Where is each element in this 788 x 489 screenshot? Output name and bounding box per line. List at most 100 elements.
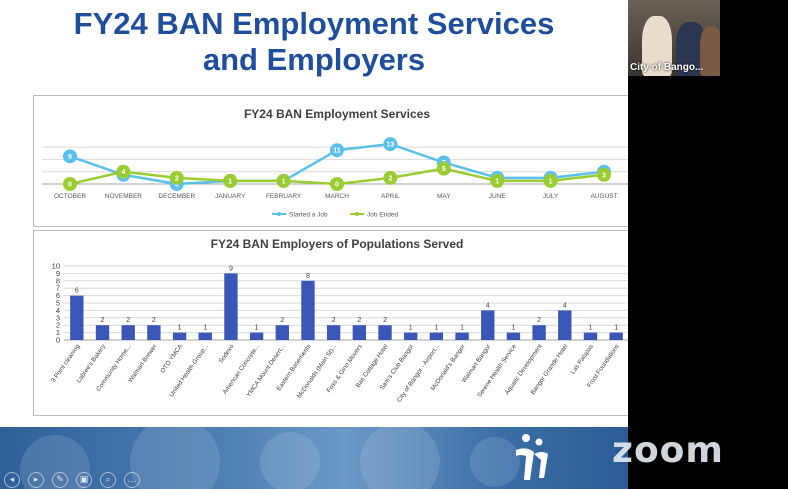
participant-name: City of Bango... (630, 62, 704, 73)
presentation-slide: FY24 BAN Employment Services and Employe… (0, 0, 628, 489)
data-label: 2 (537, 317, 541, 324)
slide-title-line-1: FY24 BAN Employment Services (73, 6, 555, 41)
y-tick-label: 3 (56, 313, 60, 322)
data-label: 0 (175, 182, 179, 189)
bar (609, 332, 623, 340)
data-label: 2 (175, 175, 179, 182)
data-point (276, 173, 291, 188)
bar (301, 280, 315, 340)
x-tick-label: DECEMBER (158, 193, 195, 200)
x-tick-label: OCTOBER (54, 193, 86, 200)
y-tick-label: 0 (56, 336, 60, 345)
slide-title: FY24 BAN Employment Services and Employe… (0, 6, 628, 78)
bar (95, 325, 110, 340)
data-label: 13 (387, 142, 395, 149)
bar (558, 310, 572, 340)
bar (506, 332, 521, 340)
x-tick-label: APRIL (381, 193, 400, 200)
employers-chart-svg: FY24 BAN Employers of Populations Served… (50, 237, 628, 404)
x-tick-label: Sodexo (218, 343, 236, 365)
y-tick-label: 7 (56, 284, 60, 293)
data-label: 1 (460, 325, 464, 332)
data-label: 1 (255, 325, 259, 332)
data-label: 1 (511, 325, 515, 332)
pen-icon[interactable]: ✎ (52, 472, 68, 488)
data-label: 0 (68, 182, 72, 189)
data-label: 1 (203, 325, 207, 332)
data-label: 3 (602, 172, 606, 179)
chart-title: FY24 BAN Employment Services (244, 107, 430, 121)
bar (224, 273, 238, 340)
data-label: 1 (409, 325, 413, 332)
y-tick-label: 2 (56, 321, 60, 330)
data-label: 1 (549, 178, 553, 185)
bar (70, 295, 84, 340)
data-point (116, 164, 131, 179)
data-point (63, 149, 77, 164)
x-tick-label: JUNE (489, 193, 507, 200)
data-label: 5 (442, 166, 446, 173)
next-icon[interactable]: ▸ (28, 472, 44, 488)
data-label: 1 (495, 178, 499, 185)
bar (404, 332, 418, 340)
data-label: 2 (357, 317, 361, 324)
data-point (490, 173, 505, 188)
legend-label: Started a Job (289, 212, 328, 219)
bar (378, 325, 392, 340)
data-label: 2 (332, 317, 336, 324)
data-point (597, 167, 611, 182)
legend-label: Job Ended (367, 212, 398, 219)
presentation-toolbar: ◂ ▸ ✎ ▣ ⌕ … (0, 470, 160, 489)
employment-services-chart-svg: FY24 BAN Employment Services OCTOBER NOVEM… (42, 107, 628, 219)
legend-marker (355, 212, 359, 216)
x-tick-label: MARCH (325, 193, 349, 200)
y-tick-label: 8 (56, 276, 60, 285)
bar (147, 325, 161, 340)
data-point (169, 170, 184, 185)
data-label: 4 (563, 302, 567, 309)
bar (121, 325, 135, 340)
data-point (330, 177, 344, 191)
employment-services-chart: FY24 BAN Employment Services OCTOBER NOVEM… (33, 95, 628, 227)
data-label: 1 (614, 325, 618, 332)
data-label: 2 (152, 317, 156, 324)
x-tick-label: Walmart Brewer (127, 343, 158, 384)
pointer-icon[interactable]: ◂ (4, 472, 20, 488)
participant-video-tile[interactable]: City of Bango... (628, 0, 720, 76)
x-tick-label: MAY (437, 193, 451, 200)
bar (172, 332, 187, 340)
more-icon[interactable]: … (124, 472, 140, 488)
x-tick-label: AUGUST (590, 193, 617, 200)
data-point (330, 143, 344, 158)
data-point (436, 161, 451, 176)
data-label: 1 (228, 178, 232, 185)
x-tick-label: JULY (543, 193, 559, 200)
y-tick-label: 4 (56, 306, 60, 315)
data-label: 2 (383, 317, 387, 324)
data-point (63, 177, 77, 191)
zoom-in-icon[interactable]: ⌕ (100, 472, 116, 488)
data-label: 2 (388, 175, 392, 182)
data-label: 9 (229, 265, 233, 272)
city-logo-icon (516, 434, 548, 480)
slide-title-line-2: and Employers (202, 42, 426, 77)
bar (249, 332, 264, 340)
x-tick-label: NOVEMBER (105, 193, 143, 200)
bar (532, 325, 546, 340)
bar (275, 325, 289, 340)
data-label: 1 (589, 325, 593, 332)
bar (326, 325, 341, 340)
y-tick-label: 5 (56, 299, 60, 308)
data-label: 11 (333, 148, 341, 155)
data-label: 1 (178, 325, 182, 332)
data-label: 2 (280, 317, 284, 324)
data-label: 4 (121, 169, 125, 176)
y-tick-label: 1 (56, 328, 60, 337)
zoom-watermark: zoom (612, 430, 724, 471)
delete-icon[interactable]: ▣ (76, 472, 92, 488)
participant-figure (700, 26, 720, 76)
data-label: 9 (68, 154, 72, 161)
x-tick-label: OTO YMCA (159, 342, 184, 374)
x-tick-label: Las Palapas (569, 343, 595, 375)
y-tick-label: 10 (52, 262, 60, 271)
